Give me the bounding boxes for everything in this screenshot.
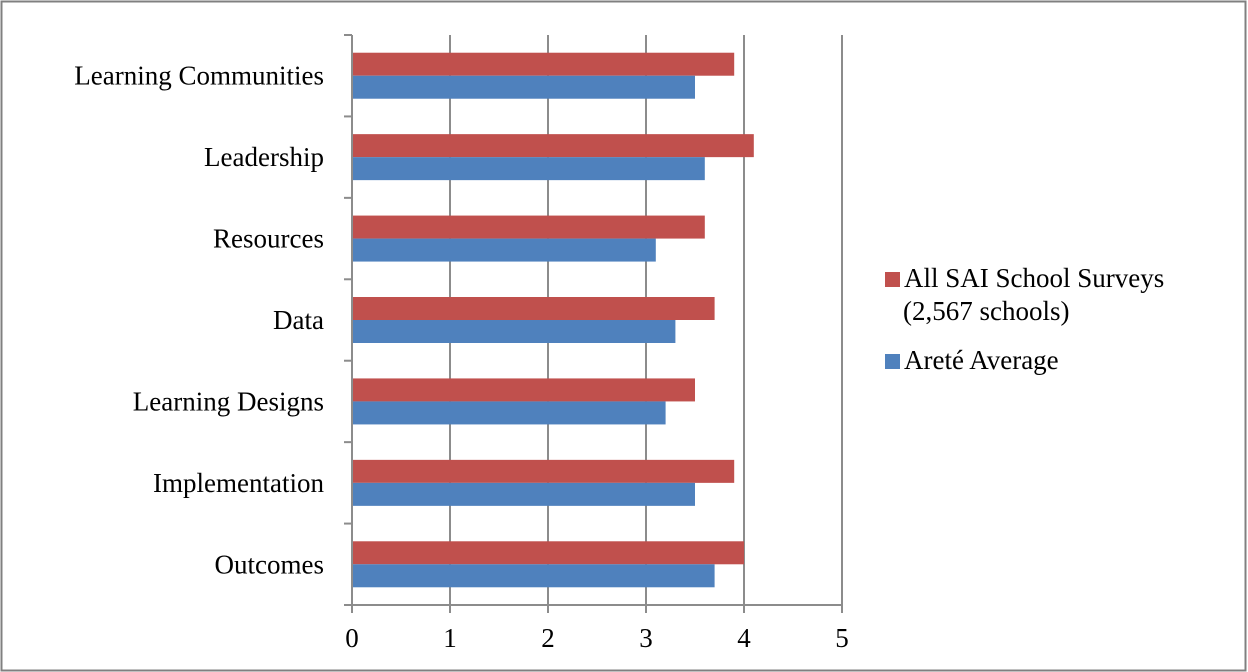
bar-all-sai bbox=[353, 52, 735, 76]
legend: All SAI School Surveys (2,567 schools) Are… bbox=[885, 263, 1164, 375]
category-label: Resources bbox=[213, 224, 324, 254]
bar-arete-average bbox=[353, 157, 705, 181]
bar-all-sai bbox=[353, 134, 754, 158]
bars bbox=[353, 52, 754, 588]
x-tick-labels: 0 1 2 3 4 5 bbox=[345, 623, 849, 653]
legend-label-line: All SAI School Surveys bbox=[904, 263, 1164, 293]
x-tick-label: 1 bbox=[443, 623, 457, 653]
category-label: Implementation bbox=[153, 468, 324, 498]
axes bbox=[344, 34, 843, 613]
x-tick-label: 3 bbox=[639, 623, 653, 653]
category-label: Learning Communities bbox=[74, 61, 324, 91]
bar-arete-average bbox=[353, 564, 715, 588]
bar-arete-average bbox=[353, 482, 695, 506]
x-tick-label: 4 bbox=[737, 623, 751, 653]
bar-arete-average bbox=[353, 320, 676, 343]
x-tick-label: 0 bbox=[345, 623, 359, 653]
category-label: Leadership bbox=[204, 142, 324, 172]
category-label: Learning Designs bbox=[133, 386, 324, 416]
bar-all-sai bbox=[353, 215, 705, 239]
legend-swatch-arete bbox=[885, 354, 900, 369]
legend-swatch-all-sai bbox=[885, 272, 900, 287]
category-label: Outcomes bbox=[215, 549, 324, 579]
bar-arete-average bbox=[353, 401, 666, 425]
bar-all-sai bbox=[353, 378, 695, 402]
category-labels: Learning Communities Leadership Resources D… bbox=[74, 61, 324, 580]
legend-label-line: Areté Average bbox=[904, 345, 1059, 375]
x-tick-label: 5 bbox=[835, 623, 849, 653]
bar-all-sai bbox=[353, 541, 744, 565]
category-label: Data bbox=[273, 305, 324, 335]
bar-arete-average bbox=[353, 238, 656, 262]
x-tick-label: 2 bbox=[541, 623, 555, 653]
legend-label-arete: Areté Average bbox=[904, 345, 1059, 375]
bar-all-sai bbox=[353, 459, 735, 483]
legend-label-all-sai: All SAI School Surveys (2,567 schools) bbox=[903, 263, 1164, 326]
bar-all-sai bbox=[353, 297, 715, 320]
legend-label-line: (2,567 schools) bbox=[903, 296, 1069, 326]
bar-arete-average bbox=[353, 75, 695, 99]
